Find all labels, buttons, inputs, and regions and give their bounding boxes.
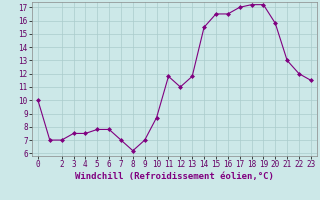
X-axis label: Windchill (Refroidissement éolien,°C): Windchill (Refroidissement éolien,°C)	[75, 172, 274, 181]
